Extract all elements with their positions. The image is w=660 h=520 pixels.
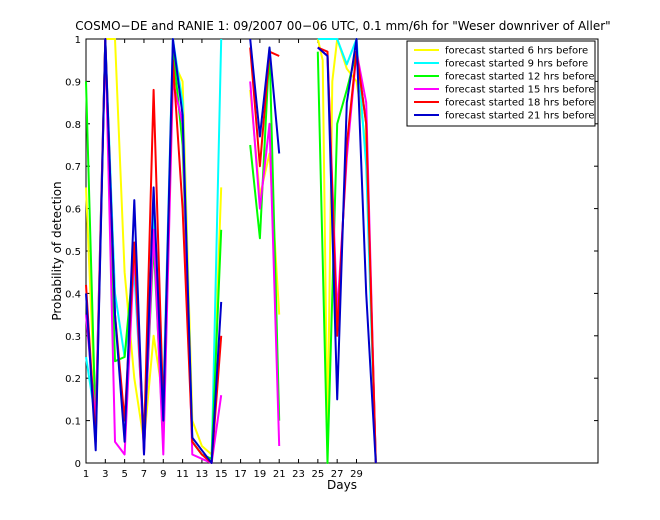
y-tick-label: 0.8: [65, 120, 81, 131]
series-layer: [85, 38, 377, 464]
x-tick-label: 3: [102, 469, 108, 480]
legend-item: forecast started 15 hrs before: [414, 85, 595, 96]
chart-title: COSMO−DE and RANIE 1: 09/2007 00−06 UTC,…: [75, 19, 610, 33]
y-tick-label: 0.3: [65, 332, 81, 343]
x-tick-label: 21: [273, 469, 286, 480]
series-6: [85, 38, 377, 464]
y-tick-label: 1: [75, 35, 81, 46]
x-tick-label: 13: [196, 469, 209, 480]
legend-label: forecast started 12 hrs before: [445, 72, 595, 83]
x-axis-title: Days: [327, 478, 357, 492]
y-axis: 0 0.1 0.2 0.3 0.4 0.5 0.6 0.7 0.8 0.9 1: [65, 35, 598, 470]
x-tick-label: 5: [121, 469, 127, 480]
legend-item: forecast started 9 hrs before: [414, 59, 588, 70]
x-tick-label: 1: [83, 469, 89, 480]
legend-label: forecast started 9 hrs before: [445, 59, 588, 70]
legend-label: forecast started 18 hrs before: [445, 98, 595, 109]
y-tick-label: 0.9: [65, 77, 81, 88]
x-tick-label: 27: [331, 469, 344, 480]
legend-label: forecast started 15 hrs before: [445, 85, 595, 96]
legend-item: forecast started 21 hrs before: [414, 111, 595, 122]
legend-box: [406, 40, 596, 127]
legend-label: forecast started 6 hrs before: [445, 46, 588, 57]
y-tick-label: 0: [75, 459, 81, 470]
x-tick-label: 25: [311, 469, 324, 480]
x-tick-label: 7: [141, 469, 147, 480]
x-tick-label: 19: [254, 469, 267, 480]
legend-item: forecast started 18 hrs before: [414, 98, 595, 109]
legend-item: forecast started 6 hrs before: [414, 46, 588, 57]
y-tick-label: 0.5: [65, 247, 81, 258]
y-axis-title: Probability of detection: [50, 181, 64, 320]
y-tick-label: 0.4: [65, 289, 81, 300]
y-tick-label: 0.2: [65, 374, 81, 385]
series-line: [85, 38, 377, 464]
y-tick-label: 0.6: [65, 205, 81, 216]
x-tick-label: 23: [292, 469, 305, 480]
x-axis: 1 3 5 7 9 11 13 15 17 19 21 23 25 27 29: [83, 39, 363, 480]
legend: forecast started 6 hrs before forecast st…: [406, 40, 596, 127]
x-tick-label: 17: [234, 469, 247, 480]
legend-item: forecast started 12 hrs before: [414, 72, 595, 83]
legend-label: forecast started 21 hrs before: [445, 111, 595, 122]
x-tick-label: 11: [176, 469, 189, 480]
x-tick-label: 15: [215, 469, 228, 480]
y-tick-label: 0.1: [65, 417, 81, 428]
x-tick-label: 29: [350, 469, 363, 480]
x-tick-label: 9: [160, 469, 166, 480]
y-tick-label: 0.7: [65, 162, 81, 173]
